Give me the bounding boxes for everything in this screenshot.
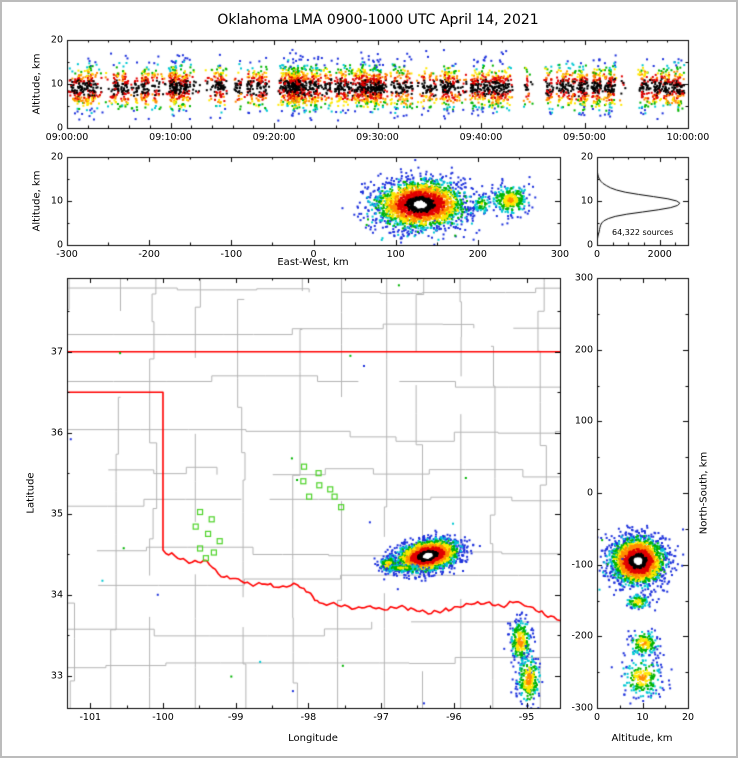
tick-label: -200 xyxy=(571,630,593,642)
tick-label: 0 xyxy=(586,239,593,251)
tick-label: 10:00:00 xyxy=(666,132,710,143)
tick-label: -98 xyxy=(300,712,317,723)
tick-label: 0 xyxy=(593,249,601,260)
tick-label: 09:40:00 xyxy=(459,132,503,143)
tick-label: 300 xyxy=(574,272,593,284)
tick-label: 10 xyxy=(50,78,63,90)
tick-label: 300 xyxy=(550,249,570,260)
tick-label: 34 xyxy=(50,589,63,601)
tick-label: 10 xyxy=(636,712,649,723)
tick-label: 33 xyxy=(50,670,63,682)
map-panel-xlabel: Longitude xyxy=(288,733,338,744)
tick-label: 36 xyxy=(50,427,63,439)
tick-label: 20 xyxy=(580,151,593,163)
tick-label: -300 xyxy=(56,249,78,260)
tick-label: 0 xyxy=(310,249,317,260)
tick-label: 0 xyxy=(586,487,593,499)
tick-label: -99 xyxy=(227,712,244,723)
tick-label: -100 xyxy=(571,559,593,571)
source-count-annotation: 64,322 sources xyxy=(612,228,674,237)
tick-label: 100 xyxy=(574,415,593,427)
tick-label: 100 xyxy=(386,249,405,260)
tick-label: -100 xyxy=(220,249,243,260)
ew-panel-ylabel: Altitude, km xyxy=(31,170,43,232)
tick-label: 09:50:00 xyxy=(563,132,606,143)
tick-label: 10 xyxy=(580,195,593,207)
tick-label: -97 xyxy=(373,712,389,723)
tick-label: 09:10:00 xyxy=(149,132,192,143)
map-panel-ylabel: Latitude xyxy=(25,472,37,514)
tick-label: 0 xyxy=(56,122,63,134)
ew-panel-xlabel: East-West, km xyxy=(277,257,349,268)
tick-label: 20 xyxy=(50,151,63,163)
tick-label: -300 xyxy=(571,702,593,714)
tick-label: 20 xyxy=(681,712,695,723)
ns-panel-xlabel: Altitude, km xyxy=(611,733,673,744)
tick-label: 0 xyxy=(593,712,601,723)
tick-label: -101 xyxy=(79,712,102,723)
tick-label: -200 xyxy=(138,249,160,260)
tick-label: 09:20:00 xyxy=(252,132,296,143)
tick-label: 2000 xyxy=(647,249,672,260)
tick-label: 20 xyxy=(50,34,63,46)
tick-label: 0 xyxy=(56,239,63,251)
tick-label: 37 xyxy=(50,346,63,358)
tick-label: -96 xyxy=(446,712,462,723)
tick-label: 10 xyxy=(50,195,63,207)
tick-label: 35 xyxy=(50,508,63,520)
tick-label: 09:00:00 xyxy=(45,132,89,143)
time-panel-ylabel: Altitude, km xyxy=(31,53,43,115)
tick-label: 200 xyxy=(468,249,487,260)
figure-title: Oklahoma LMA 0900-1000 UTC April 14, 202… xyxy=(217,12,539,28)
tick-label: 200 xyxy=(574,344,593,356)
tick-label: -100 xyxy=(152,712,174,723)
tick-label: 09:30:00 xyxy=(356,132,399,143)
tick-label: -95 xyxy=(518,712,535,723)
ns-panel-ylabel: North-South, km xyxy=(698,451,710,535)
